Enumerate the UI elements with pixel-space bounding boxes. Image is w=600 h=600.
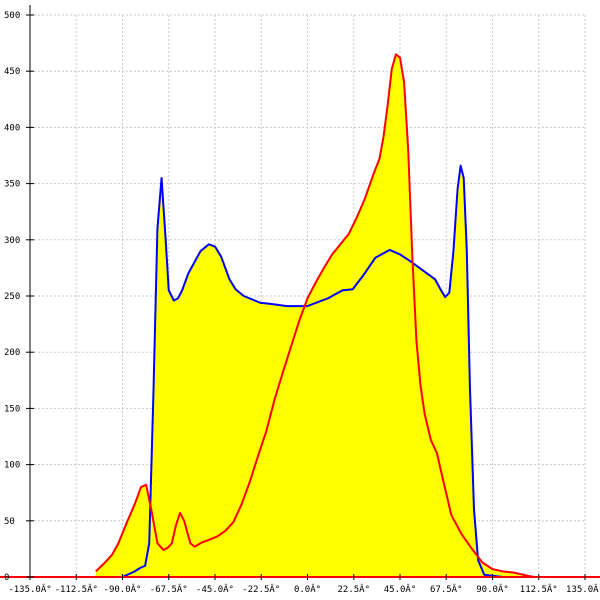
y-tick-label: 150 bbox=[4, 404, 20, 414]
x-tick-label: 67.5Â° bbox=[430, 583, 463, 595]
x-tick-label: -135.0Â° bbox=[8, 583, 51, 595]
x-tick-label: -90.0Â° bbox=[104, 583, 142, 595]
y-tick-label: 200 bbox=[4, 348, 20, 358]
x-tick-label: 135.0Â° bbox=[566, 583, 600, 595]
y-tick-label: 450 bbox=[4, 67, 20, 77]
y-tick-label: 250 bbox=[4, 292, 20, 302]
x-tick-labels: -135.0Â° -112.5Â° -90.0Â° -67.5Â° -45.0Â° -22… bbox=[8, 583, 600, 595]
y-tick-label: 300 bbox=[4, 236, 20, 246]
y-tick-label: 350 bbox=[4, 180, 20, 190]
y-tick-label: 0 bbox=[4, 573, 9, 583]
x-tick-label: 90.0Â° bbox=[476, 583, 509, 595]
series-lines bbox=[95, 53, 585, 578]
x-tick-label: -45.0Â° bbox=[196, 583, 234, 595]
x-tick-label: -112.5Â° bbox=[55, 583, 98, 595]
y-tick-labels: 0 50 100 150 200 250 300 350 400 450 500 bbox=[4, 11, 20, 583]
area-fill-red bbox=[95, 54, 585, 577]
y-tick-label: 400 bbox=[4, 123, 20, 133]
axes bbox=[0, 5, 600, 580]
x-tick-label: 112.5Â° bbox=[520, 583, 558, 595]
x-tick-label: -67.5Â° bbox=[150, 583, 188, 595]
area-fills bbox=[95, 54, 585, 577]
y-tick-label: 100 bbox=[4, 461, 20, 471]
x-tick-label: -22.5Â° bbox=[242, 583, 280, 595]
x-tick-label: 45.0Â° bbox=[384, 583, 417, 595]
x-tick-label: 0.0Â° bbox=[294, 583, 321, 595]
series-line-blue bbox=[122, 164, 585, 578]
x-tick-label: 22.5Â° bbox=[337, 583, 370, 595]
y-tick-label: 500 bbox=[4, 11, 20, 21]
series-line-red bbox=[95, 53, 585, 578]
y-tick-label: 50 bbox=[4, 517, 15, 527]
